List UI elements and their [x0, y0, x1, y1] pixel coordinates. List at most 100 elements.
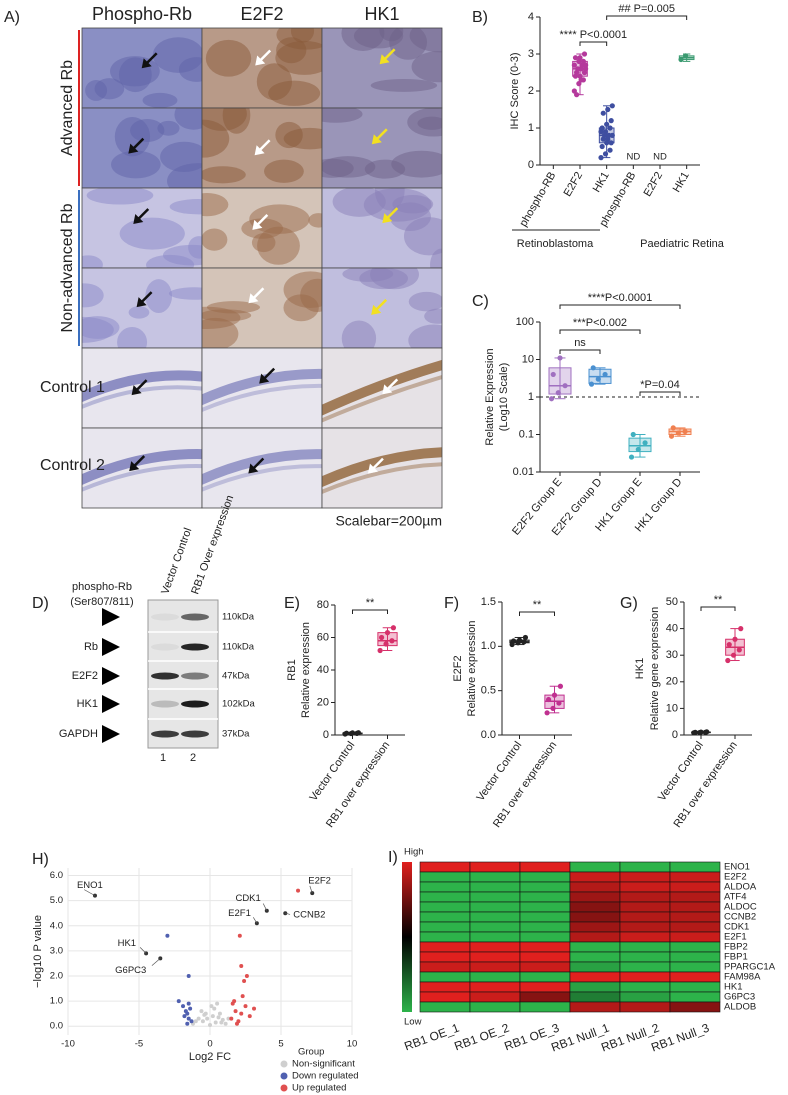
data-point: [605, 106, 611, 113]
x-tick-label: E2F2: [562, 170, 586, 199]
tissue-blob: [249, 204, 310, 234]
micrograph: [82, 428, 202, 508]
tissue-blob: [174, 108, 202, 130]
data-point: [247, 1014, 252, 1019]
point-label: CCNB2: [293, 910, 325, 921]
point-label: HK1: [118, 938, 136, 949]
heatmap-cell: [519, 971, 571, 983]
row-group-label: Control 1: [40, 379, 105, 396]
heatmap-cell: [519, 951, 571, 963]
data-point: [522, 634, 529, 641]
y-axis-label: HK1: [634, 658, 646, 679]
data-point: [181, 1004, 186, 1009]
lane-number: 2: [190, 752, 196, 764]
data-point: [186, 973, 191, 978]
tissue-blob: [264, 159, 304, 183]
y-tick-label: 10: [666, 702, 678, 714]
tissue-blob: [251, 233, 276, 253]
tissue-blob: [82, 283, 104, 308]
band: [181, 672, 209, 680]
heatmap-cell: [519, 881, 571, 893]
heatmap-cell: [469, 1001, 521, 1013]
micrograph: [322, 428, 442, 508]
heatmap-cell: [419, 871, 471, 883]
x-tick-label: -5: [135, 1039, 143, 1050]
heatmap-cell: [469, 981, 521, 993]
band-size: 110kDa: [222, 642, 255, 653]
heatmap-cell: [619, 931, 671, 943]
heatmap-cell: [669, 941, 721, 953]
tissue: [322, 428, 442, 508]
heatmap-cell: [669, 981, 721, 993]
arrow-head: [129, 461, 140, 472]
y-axis-label: Relative gene expression: [649, 607, 661, 731]
annotation: ## P=0.005: [618, 3, 675, 15]
y-axis-label: IHC Score (0-3): [509, 52, 521, 129]
x-tick-label: 10: [347, 1039, 358, 1050]
data-point: [550, 371, 556, 378]
tissue-blob: [145, 279, 173, 313]
data-point: [604, 121, 610, 127]
leader-line: [139, 947, 147, 954]
annotation: ND: [626, 152, 640, 163]
significance-bracket: [559, 329, 641, 334]
micrograph: [202, 28, 322, 108]
tissue-blob: [364, 159, 406, 179]
data-point: [243, 1004, 248, 1009]
arrow-head: [128, 143, 139, 154]
tissue-blob: [205, 39, 252, 77]
data-point: [234, 1021, 239, 1026]
x-tick-label: 5: [278, 1039, 283, 1050]
significance-bracket: [559, 304, 681, 309]
data-point: [602, 371, 608, 378]
y-axis-label: RB1: [286, 659, 298, 680]
micrograph: [202, 188, 322, 268]
micrograph: [202, 268, 322, 348]
tissue-blob: [276, 37, 307, 64]
heatmap-cell: [419, 961, 471, 973]
tissue-blob: [411, 51, 442, 83]
data-point: [545, 696, 552, 703]
heatmap-cell: [569, 911, 621, 923]
leader-line: [309, 885, 313, 894]
data-point: [215, 1001, 220, 1006]
arrow-head: [367, 463, 378, 474]
row-label: FBP1: [724, 952, 748, 963]
heatmap-cell: [619, 861, 671, 873]
tissue-blob: [353, 28, 404, 49]
data-point: [237, 933, 242, 938]
data-point: [730, 652, 737, 658]
heatmap-cell: [669, 951, 721, 963]
band: [181, 730, 209, 738]
heatmap-cell: [569, 901, 621, 913]
y-axis-label: E2F2: [452, 655, 464, 681]
micrograph: [322, 188, 442, 268]
micrograph: [82, 268, 202, 348]
micrograph: [322, 348, 442, 428]
row-marker: [102, 725, 120, 743]
data-point: [581, 51, 588, 57]
tissue-blob: [424, 308, 442, 324]
row-group-label: Non-advanced Rb: [59, 203, 76, 332]
tissue-blob: [202, 108, 247, 131]
data-point: [599, 125, 605, 131]
heatmap-cell: [419, 971, 471, 983]
heatmap-cell: [669, 991, 721, 1003]
y-tick-label: 0.0: [481, 729, 496, 741]
tissue-blob: [178, 57, 202, 82]
x-axis-label: Log2 FC: [189, 1051, 231, 1063]
arrow-head: [382, 384, 393, 395]
legend-marker: [280, 1084, 288, 1092]
annotation: **: [366, 597, 375, 609]
y-tick-label: 6.0: [50, 870, 63, 881]
data-point: [630, 431, 636, 438]
y-tick-label: 2: [528, 85, 534, 97]
row-label: ATF4: [724, 892, 747, 903]
lane-label: RB1 Over expression: [189, 494, 236, 596]
heatmap-cell: [519, 871, 571, 883]
annotation: **** P<0.0001: [560, 29, 628, 41]
heatmap-cell: [669, 971, 721, 983]
tissue-blob: [417, 116, 442, 130]
tissue-blob: [128, 306, 150, 319]
y-tick-label: 0.0: [50, 1021, 63, 1032]
